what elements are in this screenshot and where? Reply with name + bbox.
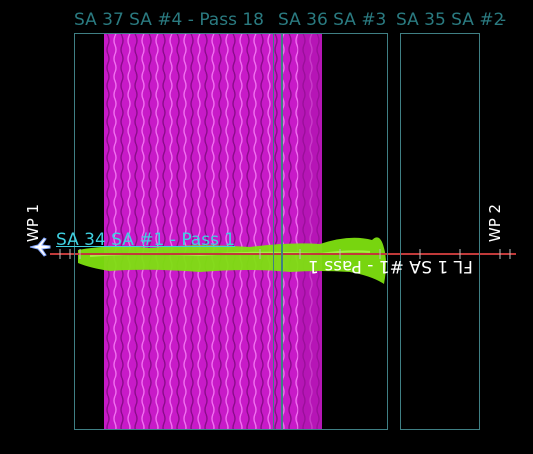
- label-sa37[interactable]: SA 37 SA #4 - Pass 18: [74, 10, 264, 30]
- label-sa36[interactable]: SA 36 SA #3: [278, 10, 387, 30]
- coverage-area-left: [104, 33, 274, 430]
- label-sa35[interactable]: SA 35 SA #2: [396, 10, 505, 30]
- label-tail: -: [500, 10, 507, 30]
- green-swath: [78, 237, 386, 284]
- waypoint-2-label[interactable]: WP 2: [486, 203, 505, 243]
- survey-outline-middle[interactable]: [282, 33, 388, 430]
- coverage-overlap-band: [298, 33, 322, 430]
- track-ticks: [59, 249, 511, 259]
- aircraft-icon[interactable]: [28, 236, 52, 258]
- survey-divider: [274, 33, 282, 430]
- label-sa34[interactable]: SA 34 SA #1 - Pass 1: [56, 230, 236, 250]
- survey-outline-left[interactable]: [74, 33, 274, 430]
- survey-outline-right[interactable]: [400, 33, 480, 430]
- label-fl1[interactable]: FL 1 SA #1 - Pass 1: [308, 256, 473, 276]
